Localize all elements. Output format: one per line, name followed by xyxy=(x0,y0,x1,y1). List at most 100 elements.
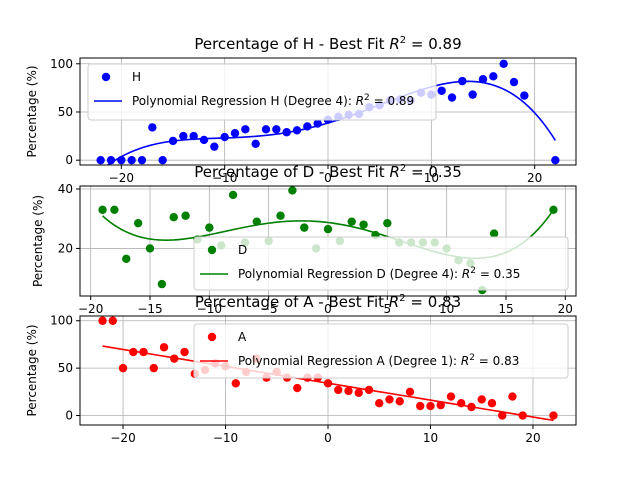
data-point xyxy=(117,155,126,165)
r-squared-exponent: 2 xyxy=(400,163,406,174)
data-point xyxy=(457,399,466,408)
x-tick-label: 10 xyxy=(439,302,454,316)
legend-label: Polynomial Regression D (Degree 4): R2 =… xyxy=(238,266,520,281)
title-text: Percentage of D - Best Fit xyxy=(194,163,389,181)
legend-text: Polynomial Regression H (Degree 4): xyxy=(132,94,356,108)
data-point xyxy=(220,132,229,142)
legend-value: = 0.89 xyxy=(370,94,414,108)
data-point xyxy=(293,383,302,393)
legend-value: = 0.83 xyxy=(475,354,519,368)
data-point xyxy=(437,86,446,95)
data-point xyxy=(447,93,457,102)
data-point xyxy=(205,223,214,232)
x-tick-label: 0 xyxy=(324,431,332,445)
x-tick-label: −5 xyxy=(260,302,278,316)
data-point xyxy=(228,190,238,200)
y-tick-label: 100 xyxy=(50,57,73,71)
data-point xyxy=(549,205,558,214)
legend-label: A xyxy=(238,330,247,344)
legend-marker xyxy=(101,72,111,82)
data-point xyxy=(133,218,143,228)
legend-value: = 0.35 xyxy=(476,267,520,281)
data-point xyxy=(106,155,116,165)
data-point xyxy=(300,223,309,232)
data-point xyxy=(231,379,240,388)
data-point xyxy=(478,75,488,84)
data-point xyxy=(436,400,445,410)
data-point xyxy=(489,229,499,238)
legend-label: Polynomial Regression A (Degree 1): R2 =… xyxy=(238,353,519,368)
legend-marker xyxy=(207,332,217,342)
data-point xyxy=(551,155,560,165)
data-point xyxy=(359,220,368,229)
legend: H Polynomial Regression H (Degree 4): R2 … xyxy=(87,63,437,121)
x-tick-label: −20 xyxy=(78,302,103,316)
x-tick-label: −10 xyxy=(212,171,237,185)
y-tick-label: 50 xyxy=(58,361,73,375)
x-tick-label: 0 xyxy=(324,302,332,316)
data-point xyxy=(148,123,157,132)
y-tick-label: 0 xyxy=(65,409,73,423)
data-point xyxy=(149,363,158,373)
y-tick-label: 50 xyxy=(58,105,73,119)
data-point xyxy=(344,386,353,396)
data-point xyxy=(518,411,527,420)
chart-title: Percentage of A - Best Fit R2 = 0.83 xyxy=(195,293,461,311)
data-point xyxy=(230,128,240,138)
data-point xyxy=(170,354,179,363)
data-point xyxy=(498,411,507,420)
data-point xyxy=(210,142,219,151)
data-point xyxy=(241,125,250,134)
x-tick-label: 20 xyxy=(558,302,573,316)
r-squared-exponent: 2 xyxy=(399,293,405,304)
legend-label: D xyxy=(238,243,247,257)
data-point xyxy=(509,77,519,87)
data-point xyxy=(487,399,497,408)
x-tick-label: −10 xyxy=(197,302,222,316)
x-tick-label: 10 xyxy=(424,171,439,185)
x-tick-label: 20 xyxy=(527,171,542,185)
data-point xyxy=(334,385,343,395)
data-point xyxy=(405,387,415,397)
data-point xyxy=(158,155,167,165)
data-point xyxy=(549,411,558,420)
legend-marker xyxy=(207,245,217,255)
x-tick-label: 15 xyxy=(498,302,513,316)
data-point xyxy=(364,385,374,395)
data-point xyxy=(189,131,198,141)
legend-box xyxy=(193,323,569,379)
data-point xyxy=(127,155,136,165)
chart-title: Percentage of H - Best Fit R2 = 0.89 xyxy=(194,35,461,53)
data-point xyxy=(179,131,188,141)
legend-text: Polynomial Regression D (Degree 4): xyxy=(238,267,462,281)
y-axis-label: Percentage (%) xyxy=(25,65,39,157)
legend-box xyxy=(87,63,437,121)
data-point xyxy=(98,316,107,325)
legend: D Polynomial Regression D (Degree 4): R2 … xyxy=(193,236,569,291)
title-text: Percentage of A - Best Fit xyxy=(195,293,389,311)
data-point xyxy=(159,343,169,352)
data-point xyxy=(477,395,486,404)
data-point xyxy=(323,379,333,388)
r-squared-symbol: R xyxy=(389,35,399,53)
y-tick-label: 100 xyxy=(50,314,73,328)
x-tick-label: 5 xyxy=(384,302,392,316)
data-point xyxy=(181,211,190,220)
x-tick-label: −20 xyxy=(109,171,134,185)
y-tick-label: 40 xyxy=(58,182,73,196)
r-squared-exponent: 2 xyxy=(400,35,406,46)
data-point xyxy=(313,119,322,128)
x-tick-label: −10 xyxy=(213,431,238,445)
data-point xyxy=(347,217,356,226)
data-point xyxy=(508,392,517,401)
r-squared-symbol: R xyxy=(461,354,469,368)
r-squared-symbol: R xyxy=(356,94,364,108)
data-point xyxy=(520,91,529,100)
data-point xyxy=(272,125,281,134)
data-point xyxy=(122,254,131,264)
data-point xyxy=(303,122,312,131)
data-point xyxy=(395,397,404,406)
title-value: = 0.89 xyxy=(406,35,462,53)
